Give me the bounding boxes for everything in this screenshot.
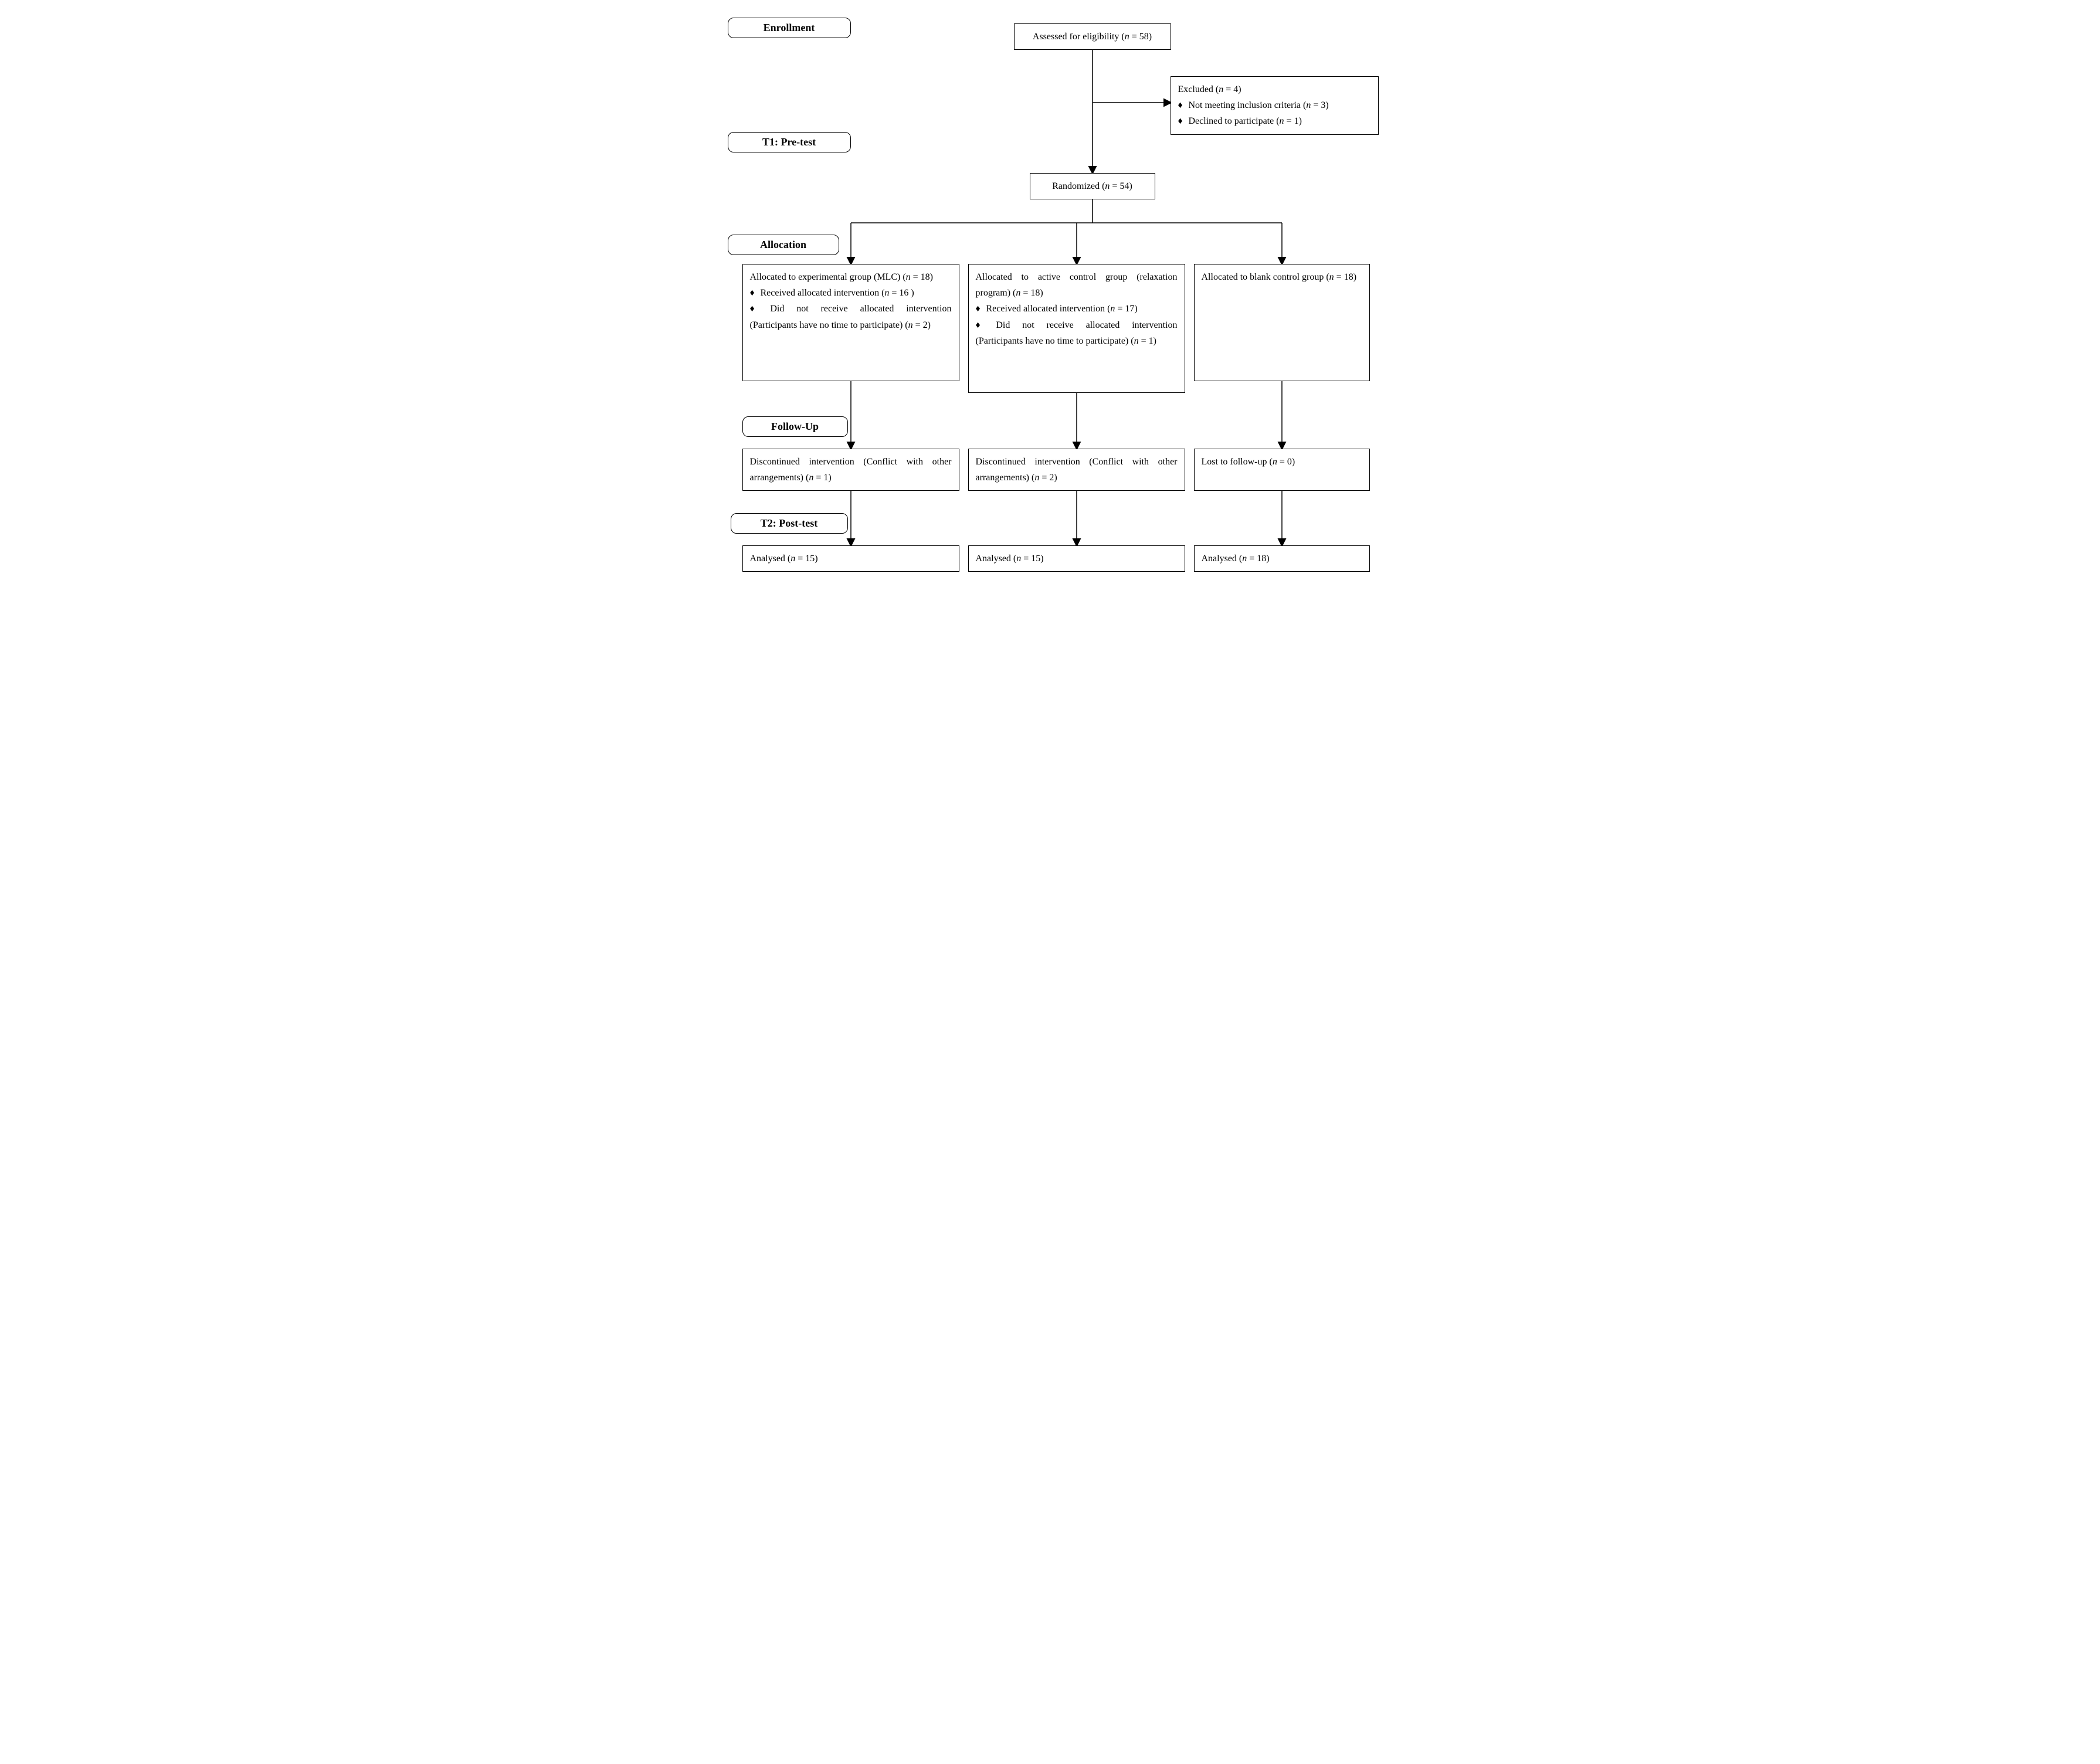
node-randomized: Randomized (n = 54) xyxy=(1030,173,1155,199)
t: Allocated to blank control group ( xyxy=(1202,272,1329,282)
t: = 0) xyxy=(1277,457,1295,467)
t: n xyxy=(1134,336,1139,346)
alloc-act-line2: ♦ Received allocated intervention (n = 1… xyxy=(976,301,1178,317)
node-followup-active-control: Discontinued intervention (Conflict with… xyxy=(968,449,1185,491)
t: = 18) xyxy=(1020,288,1043,298)
stage-label-enrollment: Enrollment xyxy=(728,18,851,38)
assessed-text-post: = 58) xyxy=(1129,32,1152,42)
t: = 18) xyxy=(1247,554,1269,564)
excluded-b2-post: = 1) xyxy=(1284,116,1302,126)
excluded-b2-n: n xyxy=(1280,116,1284,126)
randomized-pre: Randomized ( xyxy=(1052,181,1105,191)
t: Analysed ( xyxy=(750,554,791,564)
node-excluded: Excluded (n = 4) ♦ Not meeting inclusion… xyxy=(1171,76,1379,135)
stage-label-pretest: T1: Pre-test xyxy=(728,132,851,152)
t: = 18) xyxy=(1334,272,1356,282)
t: n xyxy=(1273,457,1277,467)
t: = 15) xyxy=(1021,554,1043,564)
alloc-exp-line1: Allocated to experimental group (MLC) (n… xyxy=(750,269,952,285)
diamond-icon: ♦ xyxy=(1178,97,1186,113)
t: Analysed ( xyxy=(1202,554,1243,564)
t: Lost to follow-up ( xyxy=(1202,457,1273,467)
diamond-icon: ♦ xyxy=(750,285,758,301)
t: = 18) xyxy=(911,272,933,282)
t: = 1) xyxy=(1139,336,1156,346)
node-allocation-experimental: Allocated to experimental group (MLC) (n… xyxy=(742,264,959,381)
alloc-exp-line3: ♦ Did not receive allocated intervention… xyxy=(750,301,952,333)
stage-label-allocation: Allocation xyxy=(728,235,839,255)
t: Received allocated intervention ( xyxy=(761,288,885,298)
t: = 16 ) xyxy=(889,288,914,298)
node-followup-blank-control: Lost to follow-up (n = 0) xyxy=(1194,449,1370,491)
node-analysed-blank-control: Analysed (n = 18) xyxy=(1194,545,1370,572)
stage-label-posttest: T2: Post-test xyxy=(731,513,848,534)
t: Received allocated intervention ( xyxy=(986,304,1111,314)
excluded-b1-post: = 3) xyxy=(1311,100,1328,110)
t: n xyxy=(1329,272,1334,282)
assessed-text-pre: Assessed for eligibility ( xyxy=(1033,32,1125,42)
alloc-act-line1: Allocated to active control group (relax… xyxy=(976,269,1178,301)
excluded-bullet-1: ♦ Not meeting inclusion criteria (n = 3) xyxy=(1178,97,1371,113)
node-analysed-experimental: Analysed (n = 15) xyxy=(742,545,959,572)
stage-label-followup: Follow-Up xyxy=(742,416,848,437)
assessed-n: n xyxy=(1125,32,1129,42)
diamond-icon: ♦ xyxy=(976,317,984,333)
alloc-exp-line2: ♦ Received allocated intervention (n = 1… xyxy=(750,285,952,301)
t: n xyxy=(906,272,911,282)
diamond-icon: ♦ xyxy=(976,301,984,317)
t: = 2) xyxy=(1039,473,1057,483)
t: Discontinued intervention (Conflict with… xyxy=(750,457,952,483)
excluded-title-pre: Excluded ( xyxy=(1178,84,1219,94)
t: Allocated to active control group (relax… xyxy=(976,272,1178,298)
consort-flowchart: Enrollment T1: Pre-test Allocation Follo… xyxy=(710,12,1390,586)
t: = 17) xyxy=(1115,304,1137,314)
node-allocation-active-control: Allocated to active control group (relax… xyxy=(968,264,1185,393)
excluded-title-post: = 4) xyxy=(1223,84,1241,94)
excluded-b2-pre: Declined to participate ( xyxy=(1189,116,1280,126)
t: Allocated to experimental group (MLC) ( xyxy=(750,272,906,282)
t: = 15) xyxy=(795,554,817,564)
alloc-act-line3: ♦ Did not receive allocated intervention… xyxy=(976,317,1178,349)
node-analysed-active-control: Analysed (n = 15) xyxy=(968,545,1185,572)
node-followup-experimental: Discontinued intervention (Conflict with… xyxy=(742,449,959,491)
excluded-b1-pre: Not meeting inclusion criteria ( xyxy=(1189,100,1307,110)
t: = 2) xyxy=(913,320,931,330)
t: n xyxy=(908,320,913,330)
diamond-icon: ♦ xyxy=(1178,113,1186,129)
t: Discontinued intervention (Conflict with… xyxy=(976,457,1178,483)
excluded-title: Excluded (n = 4) xyxy=(1178,82,1371,97)
node-allocation-blank-control: Allocated to blank control group (n = 18… xyxy=(1194,264,1370,381)
t: Analysed ( xyxy=(976,554,1017,564)
diamond-icon: ♦ xyxy=(750,301,758,317)
randomized-post: = 54) xyxy=(1110,181,1132,191)
t: = 1) xyxy=(813,473,831,483)
node-assessed: Assessed for eligibility (n = 58) xyxy=(1014,23,1171,50)
excluded-bullet-2: ♦ Declined to participate (n = 1) xyxy=(1178,113,1371,129)
alloc-blank-line1: Allocated to blank control group (n = 18… xyxy=(1202,269,1362,285)
